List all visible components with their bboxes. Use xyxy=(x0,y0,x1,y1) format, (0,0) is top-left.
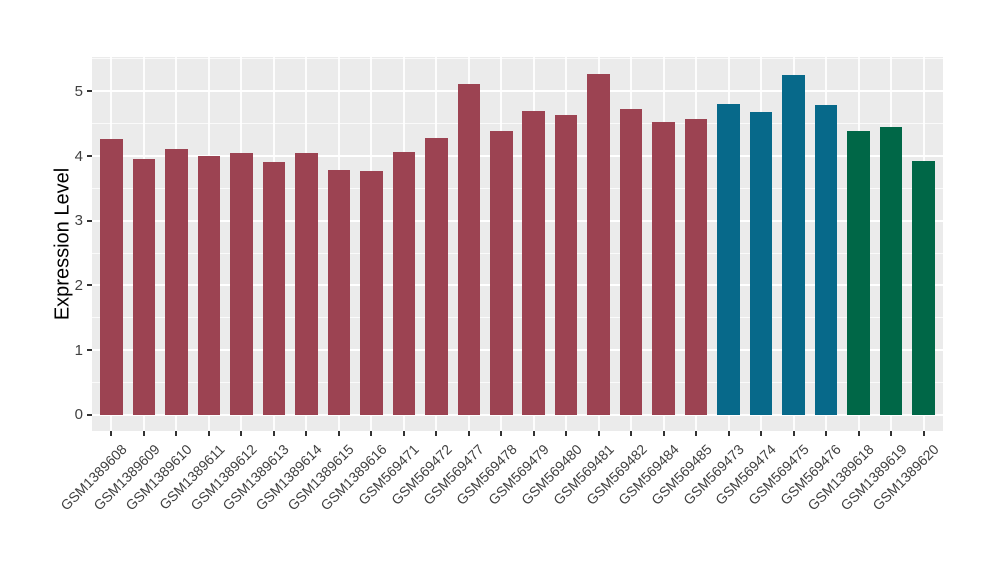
bar-GSM1389613 xyxy=(262,162,286,415)
plot-panel xyxy=(92,57,943,431)
bar-GSM1389620 xyxy=(912,160,935,415)
y-tick-mark xyxy=(87,90,92,93)
bar-GSM569474 xyxy=(749,112,773,415)
y-tick-label: 3 xyxy=(74,212,83,230)
gridline-major-y xyxy=(92,219,943,222)
x-tick-mark xyxy=(240,431,243,436)
x-tick-mark xyxy=(857,431,860,436)
x-tick-mark xyxy=(890,431,893,436)
bar-GSM569477 xyxy=(457,83,481,415)
bar-GSM569473 xyxy=(717,104,740,415)
bar-GSM1389608 xyxy=(100,139,123,415)
bar-GSM569482 xyxy=(619,108,643,415)
x-tick-mark xyxy=(370,431,373,436)
bar-GSM569478 xyxy=(490,130,513,415)
x-tick-mark xyxy=(110,431,113,436)
bar-GSM1389612 xyxy=(230,152,253,415)
x-tick-mark xyxy=(565,431,568,436)
gridline-minor-y xyxy=(92,252,943,254)
y-tick-mark xyxy=(87,219,92,222)
x-tick-mark xyxy=(662,431,665,436)
x-tick-mark xyxy=(597,431,600,436)
x-tick-mark xyxy=(175,431,178,436)
bar-GSM1389618 xyxy=(847,130,870,415)
y-tick-label: 5 xyxy=(74,82,83,100)
x-tick-mark xyxy=(500,431,503,436)
gridline-major-y xyxy=(92,155,943,157)
x-tick-mark xyxy=(727,431,730,436)
bar-GSM569479 xyxy=(522,111,545,415)
x-tick-mark xyxy=(695,431,698,436)
x-tick-mark xyxy=(305,431,308,436)
y-tick-label: 2 xyxy=(74,276,83,294)
bar-GSM569472 xyxy=(425,137,448,415)
gridline-minor-y xyxy=(92,58,943,60)
x-tick-mark xyxy=(435,431,438,436)
gridline-minor-y xyxy=(92,187,943,189)
bar-GSM569480 xyxy=(554,115,578,415)
x-tick-mark xyxy=(142,431,145,436)
bar-GSM1389619 xyxy=(879,126,903,415)
y-tick-mark xyxy=(87,349,92,352)
x-tick-mark xyxy=(825,431,828,436)
gridline-major-y xyxy=(92,284,943,287)
y-tick-label: 1 xyxy=(74,341,83,359)
bar-GSM1389609 xyxy=(132,159,156,415)
gridline-major-y xyxy=(92,90,943,93)
bar-GSM569475 xyxy=(782,75,805,415)
x-tick-mark xyxy=(792,431,795,436)
bar-GSM569471 xyxy=(392,152,416,415)
bar-GSM1389610 xyxy=(165,148,188,415)
y-tick-mark xyxy=(87,413,92,416)
x-tick-mark xyxy=(402,431,405,436)
x-tick-mark xyxy=(630,431,633,436)
x-tick-mark xyxy=(467,431,470,436)
x-tick-mark xyxy=(207,431,210,436)
gridline-minor-y xyxy=(92,123,943,125)
x-tick-mark xyxy=(760,431,763,436)
y-tick-mark xyxy=(87,155,92,157)
y-tick-label: 4 xyxy=(74,147,83,165)
x-tick-mark xyxy=(532,431,535,436)
x-tick-mark xyxy=(922,431,925,436)
y-tick-mark xyxy=(87,284,92,287)
bar-GSM1389616 xyxy=(360,170,383,415)
bar-GSM569485 xyxy=(684,119,708,415)
bar-GSM569484 xyxy=(652,122,675,415)
x-tick-mark xyxy=(337,431,340,436)
gridline-major-y xyxy=(92,349,943,352)
gridline-minor-y xyxy=(92,381,943,383)
y-axis-title: Expression Level xyxy=(51,167,74,321)
bar-GSM1389614 xyxy=(295,152,318,415)
bar-GSM569476 xyxy=(814,104,838,415)
gridline-major-y xyxy=(92,413,943,416)
y-tick-label: 0 xyxy=(74,406,83,424)
x-tick-mark xyxy=(272,431,275,436)
gridline-minor-y xyxy=(92,317,943,319)
bar-GSM569481 xyxy=(587,73,610,415)
bar-GSM1389615 xyxy=(327,169,351,415)
bar-GSM1389611 xyxy=(197,156,221,415)
